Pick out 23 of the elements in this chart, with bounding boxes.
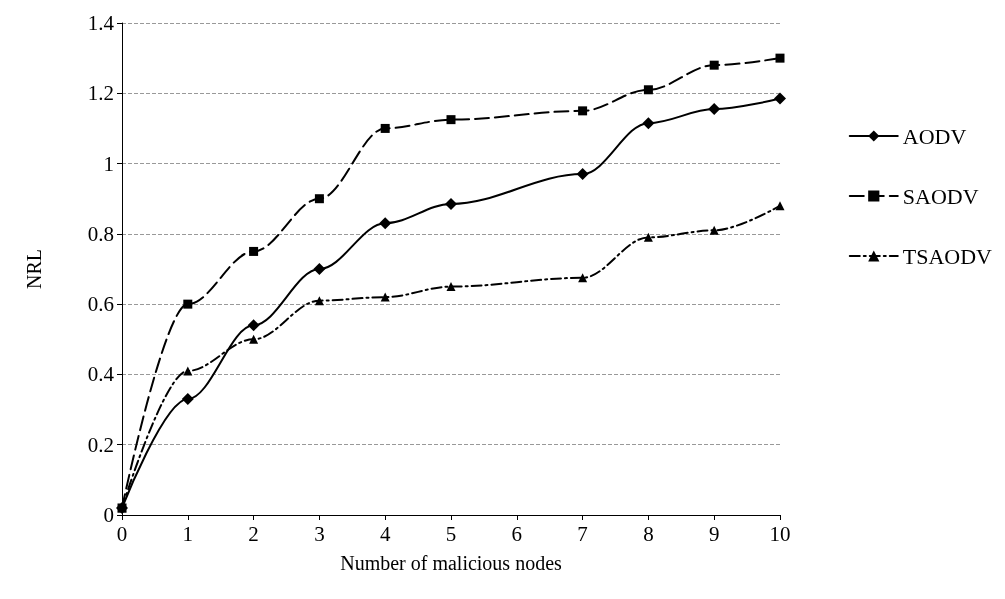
y-tick-label: 0.6 [87, 292, 114, 317]
y-axis-title: NRL [23, 249, 45, 289]
x-tick-label: 10 [769, 521, 791, 546]
x-tick-label: 9 [708, 521, 720, 546]
y-tick-label: 0 [103, 503, 114, 527]
legend-label: TSAODV [902, 243, 993, 269]
y-tick-label: 1 [103, 151, 114, 176]
x-tick-label: 4 [379, 521, 391, 546]
legend-label: SAODV [902, 183, 979, 209]
x-tick-label: 2 [248, 521, 259, 546]
x-tick-label: 3 [314, 521, 325, 546]
x-axis-title: Number of malicious nodes [340, 552, 563, 574]
y-tick-label: 0.4 [87, 362, 115, 387]
x-tick-label: 5 [445, 521, 457, 546]
y-tick-label: 0.8 [87, 221, 114, 246]
x-tick-label: 8 [643, 521, 654, 546]
legend-label: AODV [902, 123, 967, 149]
y-tick-label: 1.2 [87, 81, 114, 106]
x-tick-label: 7 [577, 521, 588, 546]
x-tick-label: 6 [511, 521, 523, 546]
y-tick-label: 1.4 [87, 11, 115, 35]
x-tick-label: 1 [182, 521, 194, 546]
y-tick-label: 0.2 [87, 432, 114, 457]
